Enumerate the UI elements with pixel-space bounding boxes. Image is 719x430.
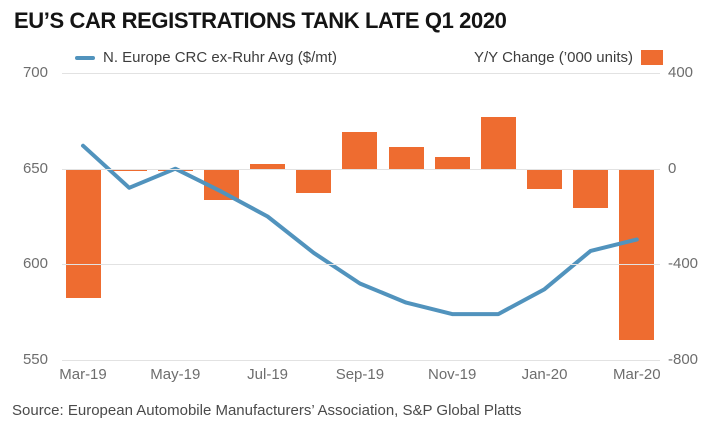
price-line xyxy=(81,143,639,317)
x-tick-Jan-20: Jan-20 xyxy=(521,366,568,383)
bar-Nov-19 xyxy=(434,156,470,169)
bar-Sep-19 xyxy=(342,131,378,169)
gridline-550 xyxy=(62,360,660,361)
bar-Apr-19 xyxy=(111,168,147,172)
y-left-tick-550: 550 xyxy=(22,351,48,368)
gridline-700 xyxy=(62,73,660,74)
bar-legend-swatch-icon xyxy=(641,50,663,65)
x-tick-Nov-19: Nov-19 xyxy=(428,366,477,383)
y-left-tick-700: 700 xyxy=(22,64,48,81)
y-right-tick--800: -800 xyxy=(668,351,699,368)
bar-Jul-19 xyxy=(250,163,286,169)
legend-bar: Y/Y Change (’000 units) xyxy=(474,49,663,66)
bar-Dec-19 xyxy=(480,117,516,169)
line-legend-swatch-icon xyxy=(75,55,95,60)
source-note: Source: European Automobile Manufacturer… xyxy=(12,402,522,419)
plot-area xyxy=(62,73,660,361)
bar-Oct-19 xyxy=(388,147,424,169)
x-tick-Sep-19: Sep-19 xyxy=(335,366,385,383)
bar-Feb-20 xyxy=(573,168,609,209)
gridline-600 xyxy=(62,264,660,266)
gridline-650 xyxy=(62,168,660,170)
bar-legend-label: Y/Y Change (’000 units) xyxy=(474,49,633,66)
x-tick-Jul-19: Jul-19 xyxy=(247,366,289,383)
chart-title: EU’S CAR REGISTRATIONS TANK LATE Q1 2020 xyxy=(14,8,507,33)
bar-Mar-19 xyxy=(65,168,101,298)
y-left-tick-650: 650 xyxy=(22,159,48,177)
bar-Aug-19 xyxy=(296,168,332,193)
x-tick-Mar-19: Mar-19 xyxy=(59,366,107,383)
y-right-tick-0: 0 xyxy=(668,159,677,177)
line-legend-label: N. Europe CRC ex-Ruhr Avg ($/mt) xyxy=(103,49,337,66)
y-left-tick-600: 600 xyxy=(22,255,48,273)
x-tick-Mar-20: Mar-20 xyxy=(613,366,661,383)
legend-line: N. Europe CRC ex-Ruhr Avg ($/mt) xyxy=(75,49,337,66)
bar-Jan-20 xyxy=(527,168,562,189)
x-tick-May-19: May-19 xyxy=(150,366,201,383)
y-right-tick--400: -400 xyxy=(668,255,699,273)
y-right-tick-400: 400 xyxy=(668,64,694,81)
price-line-chart xyxy=(81,143,639,317)
bar-Mar-20 xyxy=(619,168,655,340)
